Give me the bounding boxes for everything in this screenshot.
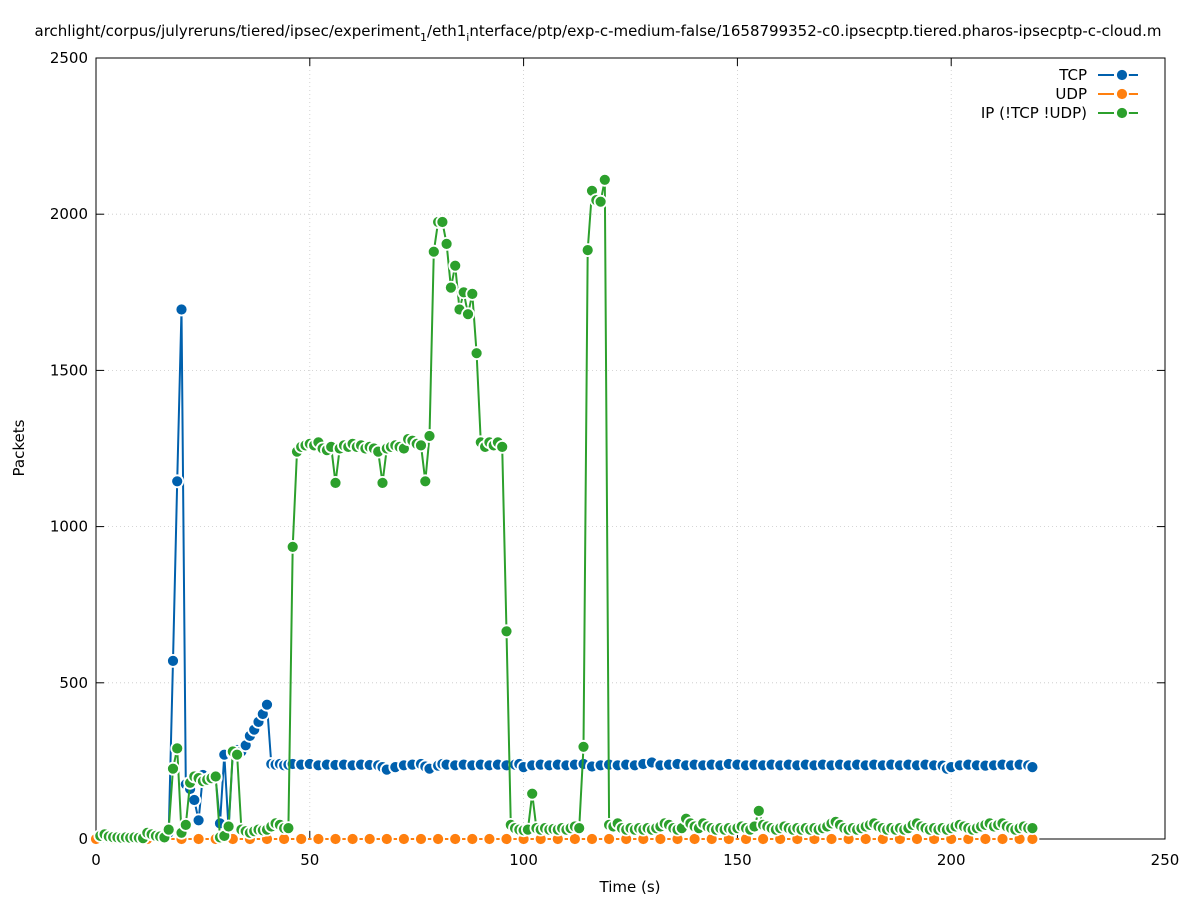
legend-swatch-point xyxy=(1115,87,1129,101)
data-point-udp xyxy=(379,832,394,846)
data-point-ip-tcp-udp xyxy=(161,822,176,837)
chart-title: archlight/corpus/julyreruns/tiered/ipsec… xyxy=(35,22,1162,44)
legend-item-tcp: TCP xyxy=(1058,66,1146,84)
data-point-ip-tcp-udp xyxy=(328,475,343,490)
y-tick-label: 1500 xyxy=(50,361,88,379)
data-point-ip-tcp-udp xyxy=(576,739,591,754)
y-axis-label: Packets xyxy=(10,419,28,476)
data-point-ip-tcp-udp xyxy=(461,307,475,322)
chart-title-subscript-1: 1 xyxy=(420,31,427,44)
chart-title-part-3: nterface/ptp/exp-c-medium-false/16587993… xyxy=(469,22,1161,40)
data-point-ip-tcp-udp xyxy=(439,236,454,251)
data-point-udp xyxy=(602,832,616,846)
chart-title-part-1: archlight/corpus/julyreruns/tiered/ipsec… xyxy=(35,22,421,40)
data-point-ip-tcp-udp xyxy=(426,244,441,259)
data-point-ip-tcp-udp xyxy=(285,540,300,554)
x-tick-label: 250 xyxy=(1151,851,1180,869)
data-point-udp xyxy=(414,832,428,846)
x-tick-label: 0 xyxy=(91,851,101,869)
data-point-tcp xyxy=(1025,760,1040,774)
y-tick-label: 1000 xyxy=(50,518,88,536)
data-point-ip-tcp-udp xyxy=(448,258,463,273)
data-point-tcp xyxy=(166,654,180,668)
data-point-ip-tcp-udp xyxy=(281,821,296,835)
plot-area xyxy=(89,172,1040,846)
data-point-udp xyxy=(910,832,924,846)
data-point-ip-tcp-udp xyxy=(221,819,236,834)
data-point-ip-tcp-udp xyxy=(178,818,193,832)
data-point-ip-tcp-udp xyxy=(1025,821,1040,835)
data-point-ip-tcp-udp xyxy=(208,769,223,784)
data-point-ip-tcp-udp xyxy=(469,346,484,361)
data-point-ip-tcp-udp xyxy=(443,280,458,295)
x-tick-label: 150 xyxy=(723,851,752,869)
data-point-tcp xyxy=(191,813,206,828)
series-ip-tcp-udp xyxy=(93,172,1040,845)
data-point-udp xyxy=(482,832,497,846)
data-point-udp xyxy=(311,832,326,846)
data-point-tcp xyxy=(170,474,185,489)
data-point-ip-tcp-udp xyxy=(375,475,390,490)
data-point-ip-tcp-udp xyxy=(495,439,510,454)
legend-item-ip-tcp-udp: IP (!TCP !UDP) xyxy=(981,104,1146,122)
legend-label: UDP xyxy=(1055,85,1087,103)
y-tick-label: 0 xyxy=(78,830,88,848)
y-tick-label: 500 xyxy=(59,674,88,692)
data-point-udp xyxy=(448,832,463,846)
y-tick-label: 2500 xyxy=(50,49,88,67)
data-point-ip-tcp-udp xyxy=(580,243,595,258)
data-point-udp xyxy=(756,832,770,846)
data-point-ip-tcp-udp xyxy=(230,747,245,762)
data-point-udp xyxy=(191,832,206,846)
data-point-ip-tcp-udp xyxy=(465,286,480,301)
data-point-ip-tcp-udp xyxy=(414,438,428,453)
x-tick-label: 100 xyxy=(509,851,538,869)
data-point-udp xyxy=(328,832,343,846)
data-point-ip-tcp-udp xyxy=(593,194,608,209)
data-point-ip-tcp-udp xyxy=(418,474,433,489)
x-tick-label: 50 xyxy=(300,851,319,869)
data-point-ip-tcp-udp xyxy=(166,761,180,776)
data-point-udp xyxy=(585,832,599,846)
data-point-ip-tcp-udp xyxy=(525,786,540,801)
legend-item-udp: UDP xyxy=(1055,85,1146,103)
data-point-ip-tcp-udp xyxy=(435,215,450,229)
data-point-tcp xyxy=(260,697,274,712)
data-point-udp xyxy=(824,832,839,846)
legend-swatch-point xyxy=(1115,68,1129,82)
data-point-ip-tcp-udp xyxy=(751,804,766,818)
data-point-tcp xyxy=(174,302,189,317)
data-point-udp xyxy=(396,832,411,846)
x-axis-label: Time (s) xyxy=(599,878,661,896)
chart-title-subscript-2: i xyxy=(466,31,469,44)
series-tcp xyxy=(93,302,1040,845)
data-point-ip-tcp-udp xyxy=(499,624,514,639)
data-point-ip-tcp-udp xyxy=(170,741,185,756)
data-point-ip-tcp-udp xyxy=(422,429,437,443)
data-point-tcp xyxy=(187,793,202,807)
data-point-udp xyxy=(294,832,309,846)
legend-label: TCP xyxy=(1058,66,1087,84)
legend-swatch-point xyxy=(1115,106,1129,120)
data-point-ip-tcp-udp xyxy=(597,172,612,187)
data-point-udp xyxy=(978,832,993,846)
legend-label: IP (!TCP !UDP) xyxy=(981,104,1087,122)
data-point-udp xyxy=(362,832,377,846)
x-tick-label: 200 xyxy=(937,851,966,869)
data-point-udp xyxy=(465,832,480,846)
y-tick-label: 2000 xyxy=(50,205,88,223)
data-point-udp xyxy=(499,832,514,846)
data-point-ip-tcp-udp xyxy=(572,821,587,835)
chart-title-part-2: /eth1 xyxy=(427,22,466,40)
series-line-ip-tcp-udp xyxy=(99,178,1033,840)
data-point-udp xyxy=(431,832,446,846)
data-point-udp xyxy=(345,832,360,846)
data-point-udp xyxy=(995,832,1010,846)
